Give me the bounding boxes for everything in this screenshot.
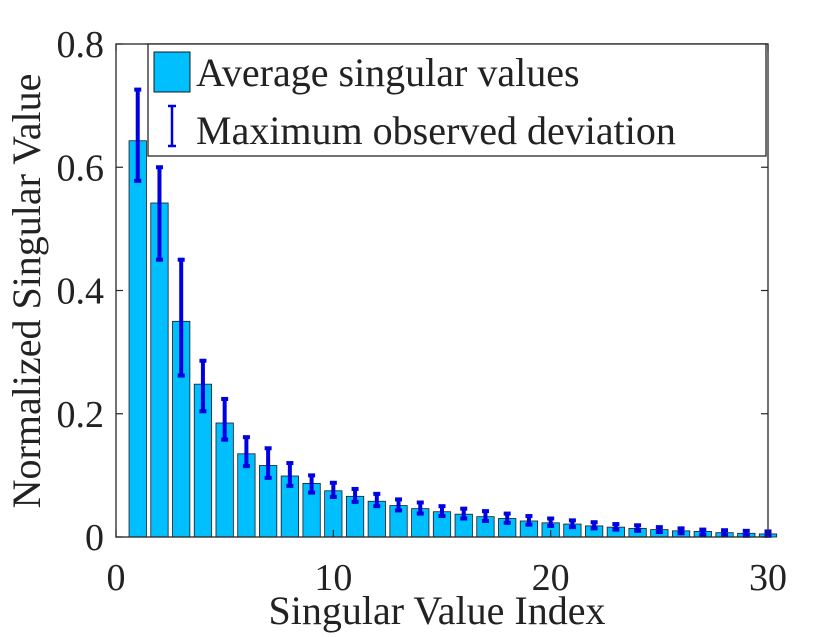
error-bar-14 bbox=[416, 500, 424, 516]
error-bar-18 bbox=[503, 511, 511, 525]
x-tick-label-0: 0 bbox=[107, 557, 126, 599]
error-bar-22 bbox=[590, 520, 598, 531]
bar-1 bbox=[128, 140, 147, 538]
error-bar-23 bbox=[612, 522, 620, 532]
legend-box bbox=[147, 43, 767, 157]
error-bar-28 bbox=[721, 528, 729, 538]
y-tick-label-0: 0 bbox=[85, 517, 104, 559]
y-tick-label-0.4: 0.4 bbox=[57, 271, 105, 313]
error-bar-10 bbox=[329, 480, 337, 499]
error-bar-11 bbox=[351, 486, 359, 504]
y-tick-label-0.2: 0.2 bbox=[57, 394, 105, 436]
x-tick-label-30: 30 bbox=[749, 557, 787, 599]
error-bar-20 bbox=[547, 516, 555, 528]
error-bar-16 bbox=[460, 506, 468, 521]
error-bar-3 bbox=[177, 257, 185, 378]
legend: Average singular values Maximum observed… bbox=[147, 43, 767, 157]
error-bar-1 bbox=[134, 87, 142, 183]
error-bar-2 bbox=[155, 165, 163, 262]
error-bar-27 bbox=[699, 527, 707, 537]
error-bar-21 bbox=[568, 518, 576, 530]
error-bar-24 bbox=[634, 523, 642, 533]
ticks-layer: 0 10 20 30 0 0.2 0.4 0.6 0.8 bbox=[57, 24, 788, 599]
legend-bar-label: Average singular values bbox=[196, 50, 580, 95]
error-bar-5 bbox=[221, 396, 229, 442]
y-tick-label-0.8: 0.8 bbox=[57, 24, 105, 66]
error-bar-4 bbox=[199, 358, 207, 414]
error-bar-12 bbox=[373, 491, 381, 509]
error-bar-13 bbox=[395, 497, 403, 513]
error-bar-15 bbox=[438, 504, 446, 519]
error-bar-25 bbox=[655, 525, 663, 535]
error-bar-26 bbox=[677, 526, 685, 536]
error-bar-29 bbox=[742, 528, 750, 538]
x-tick-label-10: 10 bbox=[314, 557, 352, 599]
error-bar-8 bbox=[286, 461, 294, 488]
legend-error-label: Maximum observed deviation bbox=[196, 108, 676, 153]
error-bar-9 bbox=[308, 473, 316, 495]
error-bar-19 bbox=[525, 514, 533, 527]
error-bars-layer bbox=[134, 87, 772, 538]
error-bar-7 bbox=[264, 446, 272, 480]
x-axis-label: Singular Value Index bbox=[269, 588, 606, 633]
x-tick-label-20: 20 bbox=[532, 557, 570, 599]
legend-error-symbol bbox=[168, 104, 176, 148]
error-bar-17 bbox=[481, 509, 489, 523]
bars-layer bbox=[128, 140, 778, 538]
y-tick-label-0.6: 0.6 bbox=[57, 147, 105, 189]
y-axis-label: Normalized Singular Value bbox=[4, 74, 49, 509]
legend-bar-swatch bbox=[153, 51, 191, 93]
error-bar-6 bbox=[242, 435, 250, 469]
